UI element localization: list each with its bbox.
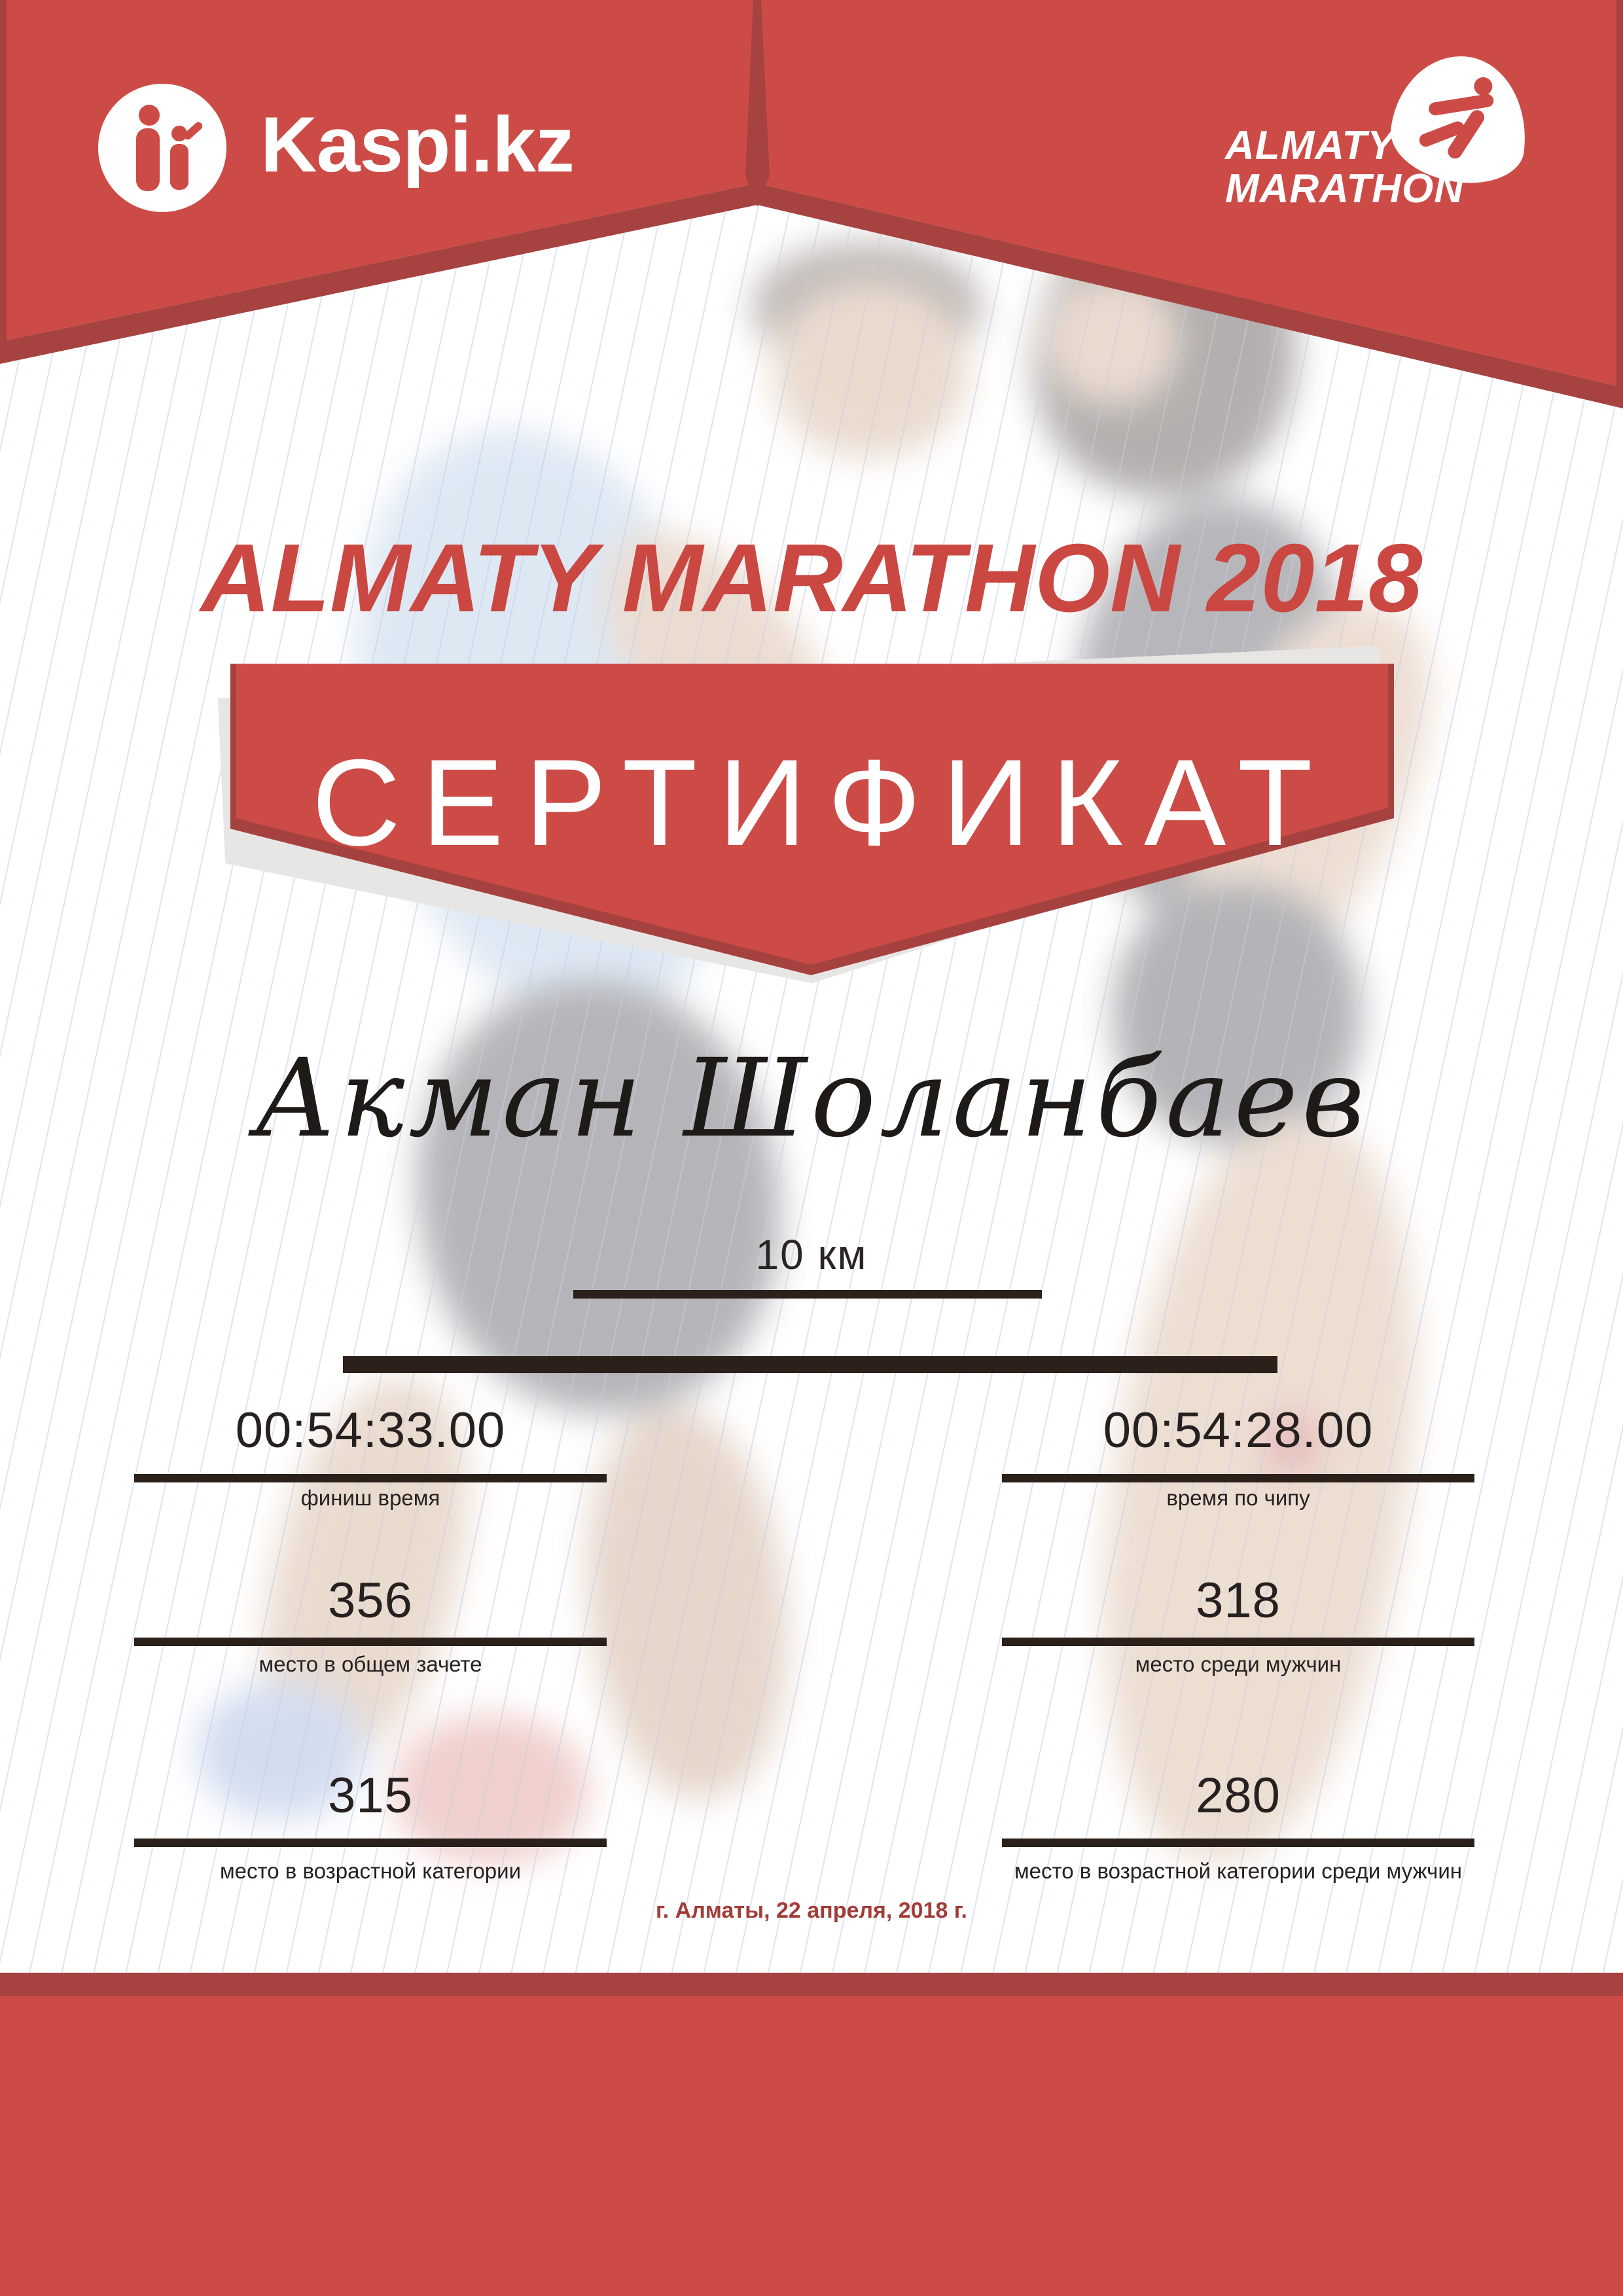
certificate-label: СЕРТИФИКАТ (312, 734, 1334, 871)
recipient-name: Акман Шоланбаев (254, 1035, 1369, 1161)
kaspi-logo-text: Kaspi.kz (260, 101, 575, 188)
stat-rule (1002, 1638, 1474, 1646)
almaty-marathon-logo-line1: ALMATY (1225, 123, 1395, 168)
footer-divider (0, 1973, 1623, 1996)
stat-age-men-place-label: место в возрастной категории среди мужчи… (1014, 1859, 1463, 1883)
distance-value: 10 км (755, 1231, 868, 1278)
page-title: ALMATY MARATHON 2018 (200, 524, 1423, 632)
location-date: г. Алматы, 22 апреля, 2018 г. (656, 1898, 967, 1923)
stat-finish-time-label: финиш время (300, 1486, 440, 1510)
stat-overall-place: 356 (328, 1573, 413, 1628)
header-left-edge (0, 0, 7, 357)
certificate-banner: СЕРТИФИКАТ (230, 664, 1394, 975)
stat-rule (134, 1638, 607, 1646)
stat-age-place-label: место в возрастной категории (219, 1859, 522, 1883)
header-right-edge (1616, 0, 1623, 402)
name-underline (343, 1356, 1277, 1373)
stat-rule (134, 1474, 607, 1482)
stat-rule (134, 1839, 607, 1847)
almaty-marathon-logo-line2: MARATHON (1225, 166, 1465, 211)
distance-underline (573, 1290, 1042, 1299)
stat-men-place: 318 (1196, 1573, 1281, 1628)
stat-chip-time: 00:54:28.00 (1103, 1403, 1374, 1458)
stat-age-men-place: 280 (1196, 1768, 1281, 1823)
stat-rule (1002, 1839, 1474, 1847)
stat-overall-place-label: место в общем зачете (259, 1652, 482, 1676)
stat-finish-time: 00:54:33.00 (235, 1403, 506, 1458)
footer-sponsors: SHAKHMARDAN YESSENOV FOUNDATION Sulpak S… (0, 1996, 1623, 2296)
stat-age-place: 315 (328, 1768, 413, 1823)
stat-men-place-label: место среди мужчин (1135, 1652, 1342, 1676)
stat-rule (1002, 1474, 1474, 1482)
stat-chip-time-label: время по чипу (1166, 1486, 1310, 1510)
kaspi-logo-icon (98, 84, 226, 212)
